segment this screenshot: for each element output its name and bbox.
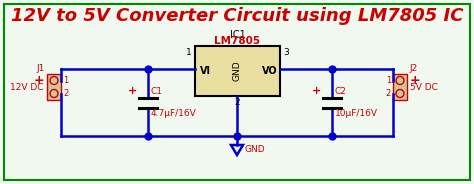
Text: C2: C2 — [335, 86, 347, 95]
Text: 2: 2 — [235, 98, 240, 107]
Bar — [47, 74, 61, 100]
Text: +: + — [312, 86, 321, 96]
Text: 3: 3 — [283, 48, 289, 57]
Text: +: + — [33, 74, 44, 87]
Text: 1: 1 — [186, 48, 192, 57]
Text: 12V DC: 12V DC — [10, 82, 44, 91]
Text: 4.7μF/16V: 4.7μF/16V — [151, 109, 197, 118]
Text: IC1: IC1 — [229, 30, 246, 40]
Text: J2: J2 — [409, 64, 417, 73]
Text: 10μF/16V: 10μF/16V — [335, 109, 378, 118]
Bar — [393, 74, 407, 100]
Text: GND: GND — [245, 146, 265, 155]
Text: 5V DC: 5V DC — [410, 82, 438, 91]
Text: VI: VI — [200, 66, 210, 76]
Text: VO: VO — [262, 66, 278, 76]
Text: LM7805: LM7805 — [214, 36, 261, 46]
Text: C1: C1 — [151, 86, 163, 95]
Text: 2: 2 — [63, 89, 68, 98]
Text: 12V to 5V Converter Circuit using LM7805 IC: 12V to 5V Converter Circuit using LM7805… — [11, 7, 463, 25]
Text: GND: GND — [233, 61, 242, 81]
Text: 1: 1 — [63, 76, 68, 85]
Text: J1: J1 — [36, 64, 45, 73]
Text: +: + — [410, 74, 420, 87]
Text: +: + — [128, 86, 137, 96]
Text: 2: 2 — [386, 89, 391, 98]
Text: 1: 1 — [386, 76, 391, 85]
Bar — [195, 46, 280, 96]
